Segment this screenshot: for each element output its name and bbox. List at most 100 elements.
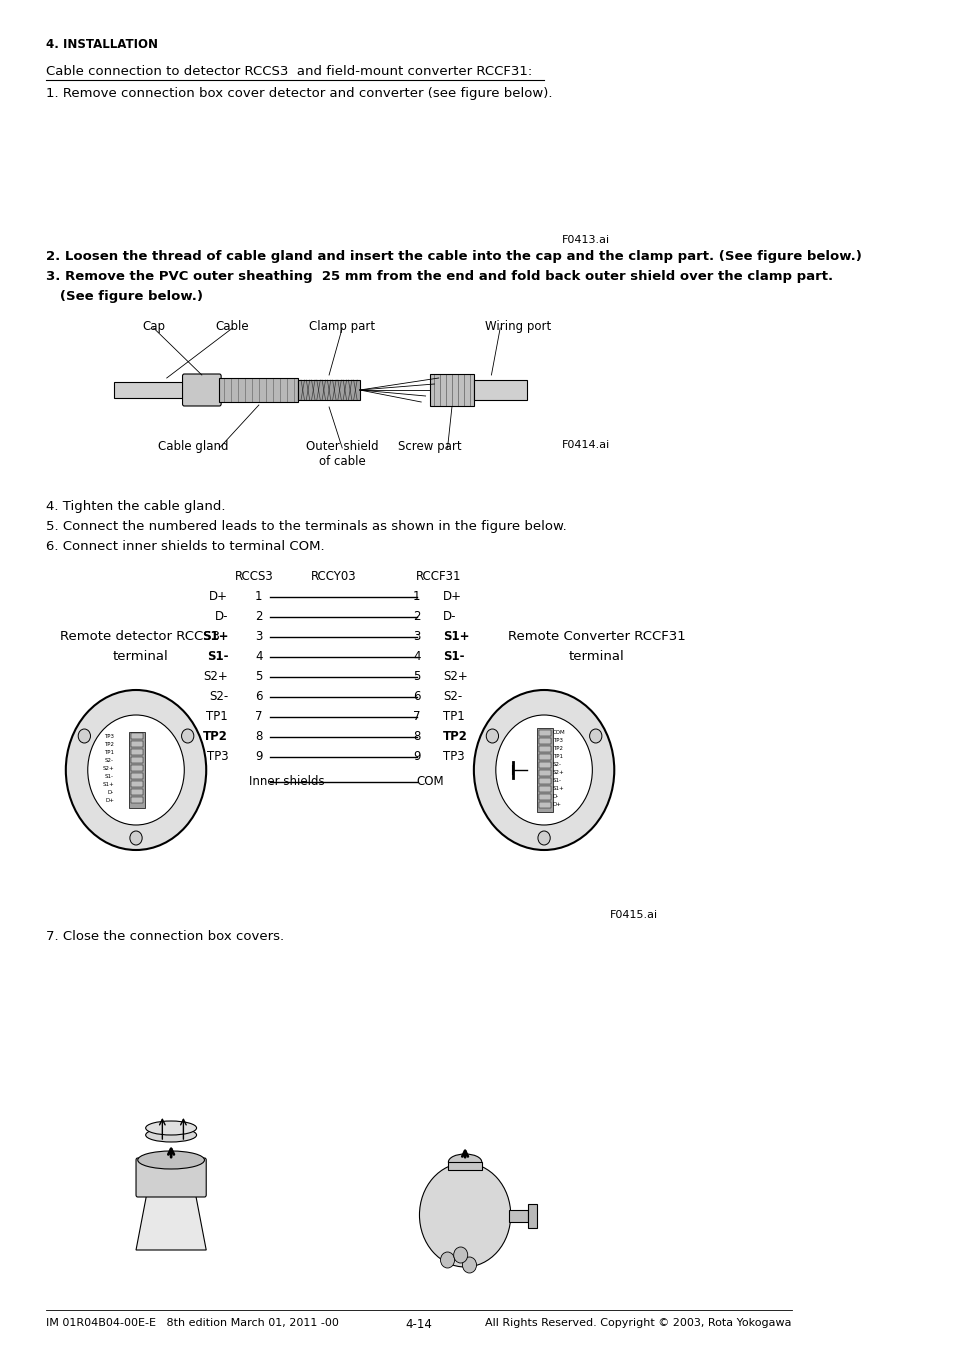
Circle shape bbox=[130, 832, 142, 845]
Bar bbox=[131, 765, 143, 771]
Text: TP3: TP3 bbox=[104, 733, 114, 738]
Text: S2-: S2- bbox=[553, 763, 561, 768]
Text: 1: 1 bbox=[413, 590, 420, 603]
Text: S1-: S1- bbox=[105, 774, 114, 779]
Bar bbox=[538, 738, 551, 744]
Text: 4. Tighten the cable gland.: 4. Tighten the cable gland. bbox=[46, 500, 225, 513]
Bar bbox=[538, 794, 551, 801]
FancyBboxPatch shape bbox=[182, 374, 221, 406]
Bar bbox=[131, 741, 143, 747]
Text: Remote detector RCCS3: Remote detector RCCS3 bbox=[60, 630, 220, 643]
Text: 2: 2 bbox=[254, 610, 262, 622]
Circle shape bbox=[419, 1162, 510, 1268]
Text: COM: COM bbox=[553, 730, 565, 736]
Text: S2+: S2+ bbox=[203, 670, 228, 683]
Text: 5: 5 bbox=[413, 670, 420, 683]
Text: D+: D+ bbox=[553, 802, 561, 807]
Circle shape bbox=[78, 729, 91, 742]
Text: F0414.ai: F0414.ai bbox=[561, 440, 609, 450]
Text: D+: D+ bbox=[443, 590, 461, 603]
Bar bbox=[131, 749, 143, 755]
Bar bbox=[537, 728, 553, 811]
Text: 6: 6 bbox=[254, 690, 262, 703]
Text: Screw part: Screw part bbox=[397, 440, 461, 454]
Text: 8: 8 bbox=[254, 730, 262, 742]
Text: TP3: TP3 bbox=[553, 738, 562, 744]
Text: Remote Converter RCCF31: Remote Converter RCCF31 bbox=[507, 630, 685, 643]
Ellipse shape bbox=[448, 1154, 481, 1170]
Text: 3: 3 bbox=[413, 630, 420, 643]
Text: 3. Remove the PVC outer sheathing  25 mm from the end and fold back outer shield: 3. Remove the PVC outer sheathing 25 mm … bbox=[46, 270, 832, 284]
Bar bbox=[219, 378, 298, 402]
Text: TP1: TP1 bbox=[553, 755, 562, 760]
Ellipse shape bbox=[137, 1152, 204, 1169]
Ellipse shape bbox=[146, 1129, 196, 1142]
Bar bbox=[538, 769, 551, 776]
Text: S2-: S2- bbox=[443, 690, 462, 703]
Text: F0413.ai: F0413.ai bbox=[561, 235, 609, 244]
Text: RCCF31: RCCF31 bbox=[416, 570, 461, 583]
Circle shape bbox=[537, 832, 550, 845]
Text: RCCY03: RCCY03 bbox=[311, 570, 355, 583]
Text: S1+: S1+ bbox=[201, 630, 228, 643]
Text: 9: 9 bbox=[413, 751, 420, 763]
Circle shape bbox=[589, 729, 601, 742]
Circle shape bbox=[454, 1247, 467, 1264]
Bar bbox=[131, 788, 143, 795]
Text: 5. Connect the numbered leads to the terminals as shown in the figure below.: 5. Connect the numbered leads to the ter… bbox=[46, 520, 566, 533]
Text: 4: 4 bbox=[254, 649, 262, 663]
Bar bbox=[430, 374, 474, 406]
Ellipse shape bbox=[146, 1120, 196, 1135]
Text: S1+: S1+ bbox=[102, 782, 114, 787]
Text: 2: 2 bbox=[413, 610, 420, 622]
Text: TP1: TP1 bbox=[104, 749, 114, 755]
Text: 3: 3 bbox=[254, 630, 262, 643]
Bar bbox=[448, 1162, 481, 1170]
Circle shape bbox=[66, 690, 206, 850]
Text: 8: 8 bbox=[413, 730, 420, 742]
Text: F0415.ai: F0415.ai bbox=[609, 910, 658, 919]
Text: 4: 4 bbox=[413, 649, 420, 663]
Text: TP2: TP2 bbox=[104, 741, 114, 747]
Bar bbox=[114, 382, 184, 398]
Text: IM 01R04B04-00E-E   8th edition March 01, 2011 -00: IM 01R04B04-00E-E 8th edition March 01, … bbox=[46, 1318, 338, 1328]
Circle shape bbox=[474, 690, 614, 850]
Bar bbox=[538, 755, 551, 760]
Text: 6. Connect inner shields to terminal COM.: 6. Connect inner shields to terminal COM… bbox=[46, 540, 324, 553]
Text: (See figure below.): (See figure below.) bbox=[46, 290, 202, 302]
Text: D+: D+ bbox=[209, 590, 228, 603]
Text: Wiring port: Wiring port bbox=[484, 320, 550, 333]
Text: S1-: S1- bbox=[553, 779, 561, 783]
Bar bbox=[538, 761, 551, 768]
Text: D+: D+ bbox=[105, 798, 114, 802]
Polygon shape bbox=[136, 1195, 206, 1250]
Text: COM: COM bbox=[416, 775, 444, 788]
Bar bbox=[538, 802, 551, 809]
Text: TP2: TP2 bbox=[553, 747, 562, 752]
Text: 2. Loosen the thread of cable gland and insert the cable into the cap and the cl: 2. Loosen the thread of cable gland and … bbox=[46, 250, 861, 263]
Bar bbox=[131, 733, 143, 738]
Text: S1+: S1+ bbox=[553, 787, 564, 791]
Text: S2+: S2+ bbox=[102, 765, 114, 771]
Text: 7: 7 bbox=[254, 710, 262, 724]
Text: D-: D- bbox=[108, 790, 114, 795]
Text: Cap: Cap bbox=[142, 320, 165, 333]
Text: S2-: S2- bbox=[209, 690, 228, 703]
Text: TP1: TP1 bbox=[443, 710, 464, 724]
Text: D-: D- bbox=[443, 610, 456, 622]
Bar bbox=[131, 757, 143, 763]
Bar bbox=[538, 778, 551, 784]
Circle shape bbox=[486, 729, 498, 742]
Circle shape bbox=[181, 729, 193, 742]
Text: All Rights Reserved. Copyright © 2003, Rota Yokogawa: All Rights Reserved. Copyright © 2003, R… bbox=[484, 1318, 791, 1328]
Text: 1: 1 bbox=[254, 590, 262, 603]
Text: 4. INSTALLATION: 4. INSTALLATION bbox=[46, 38, 157, 51]
Bar bbox=[509, 1210, 528, 1222]
Text: TP2: TP2 bbox=[443, 730, 468, 742]
Text: 6: 6 bbox=[413, 690, 420, 703]
Text: Outer shield
of cable: Outer shield of cable bbox=[306, 440, 378, 468]
Bar bbox=[131, 796, 143, 803]
Text: Cable connection to detector RCCS3  and field-mount converter RCCF31:: Cable connection to detector RCCS3 and f… bbox=[46, 65, 532, 78]
Text: S1-: S1- bbox=[207, 649, 228, 663]
Text: S1+: S1+ bbox=[443, 630, 469, 643]
